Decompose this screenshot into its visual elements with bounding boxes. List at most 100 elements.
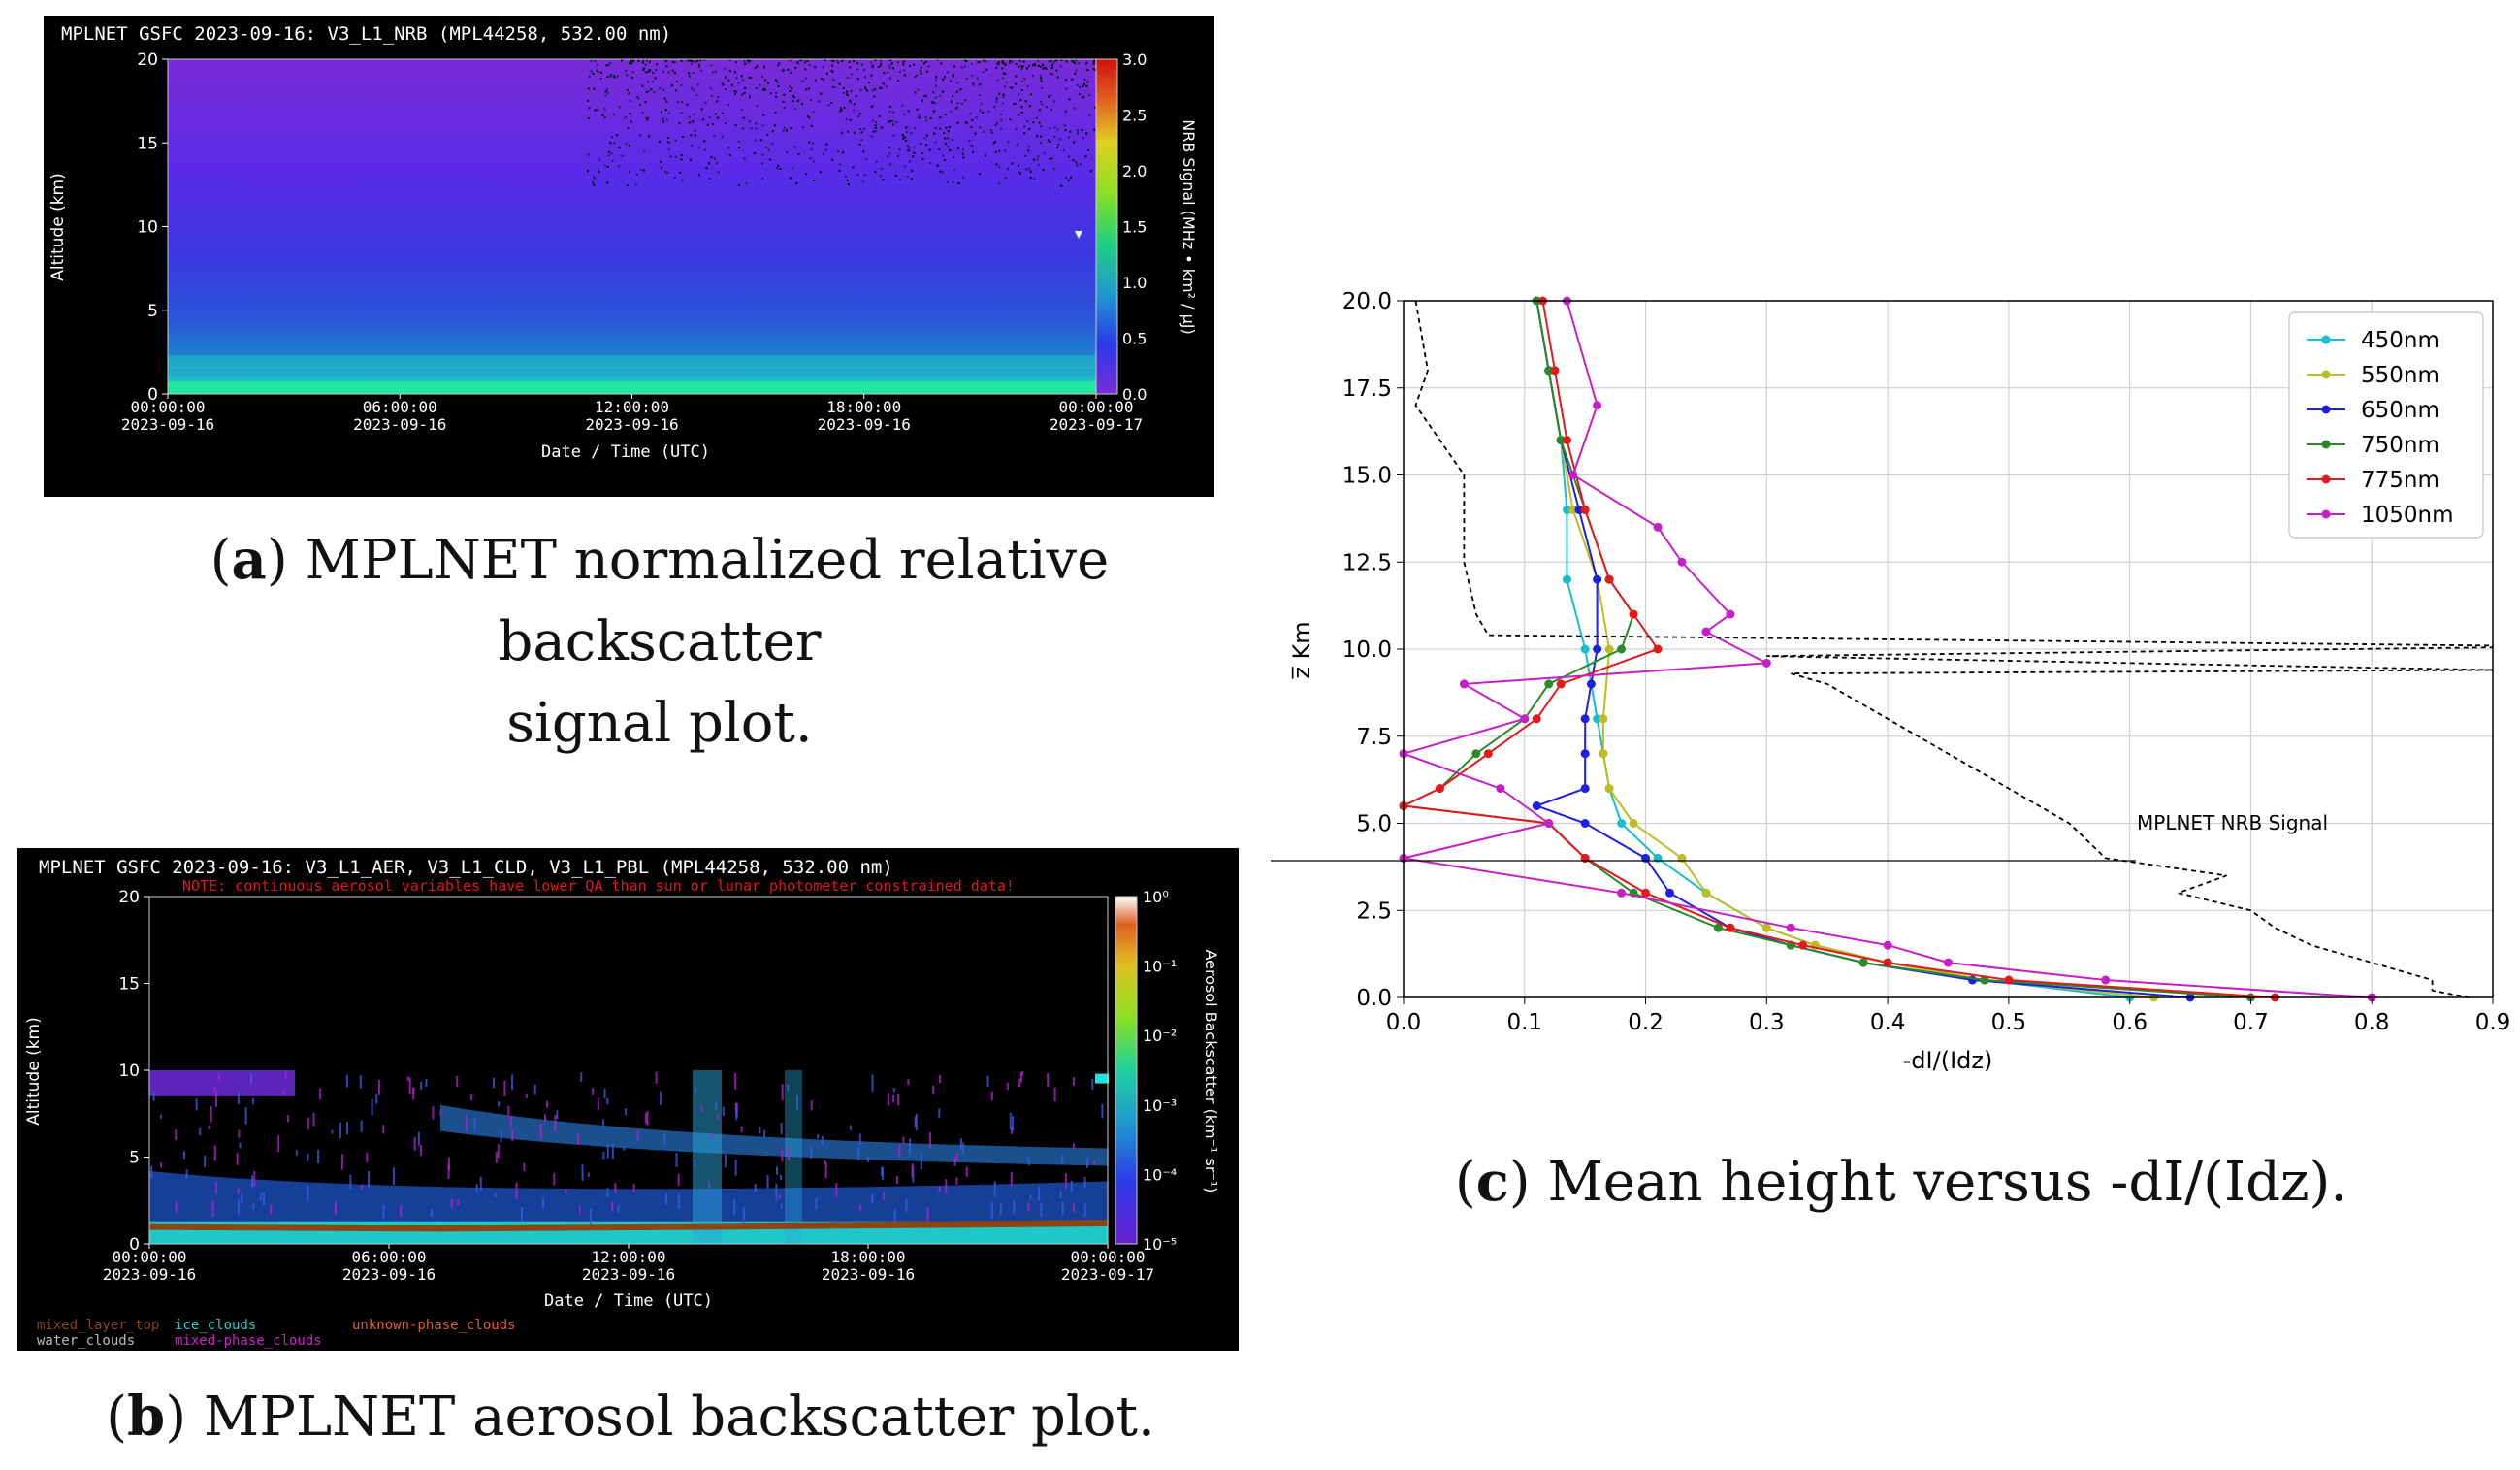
series-point-775nm xyxy=(1532,714,1541,724)
chart-yticks: 0.0 2.5 5.0 7.5 10.0 12.5 15.0 17.5 20.0 xyxy=(1342,289,1404,1011)
caption-c: (c) Mean height versus -dI/(Idz). xyxy=(1454,1150,2348,1214)
series-point-1050nm xyxy=(1761,658,1771,668)
series-point-1050nm xyxy=(1653,522,1663,532)
legend-ice-clouds: ice_clouds xyxy=(175,1318,256,1333)
aer-title: MPLNET GSFC 2023-09-16: V3_L1_AER, V3_L1… xyxy=(39,857,893,878)
series-line-775nm xyxy=(1400,300,2276,998)
series-point-450nm xyxy=(1562,505,1571,514)
aer-xtick-time: 00:00:00 xyxy=(1070,1248,1145,1266)
caption-b-text: MPLNET aerosol backscatter plot. xyxy=(186,1386,1155,1449)
aer-ytick-label: 15 xyxy=(118,975,140,995)
aer-xtick-date: 2023-09-17 xyxy=(1061,1265,1154,1284)
series-point-1050nm xyxy=(1677,557,1687,567)
nrb-signal-plot: MPLNET GSFC 2023-09-16: V3_L1_NRB (MPL44… xyxy=(44,16,1214,497)
series-point-1050nm xyxy=(1568,471,1578,479)
series-point-650nm xyxy=(1593,574,1602,584)
caption-a-letter: a xyxy=(231,528,267,592)
series-point-550nm xyxy=(1604,784,1614,794)
chart-xlabel: -dI/(Idz) xyxy=(1903,1047,1993,1074)
nrb-colorbar-label: NRB Signal (MHz • km² / μJ) xyxy=(1179,119,1198,334)
aerosol-backscatter-plot: MPLNET GSFC 2023-09-16: V3_L1_AER, V3_L1… xyxy=(17,848,1239,1351)
chart-xtick-label: 0.6 xyxy=(2112,1010,2148,1035)
nrb-colorbar-tick: 0.0 xyxy=(1122,385,1147,404)
legend-label: 750nm xyxy=(2361,433,2439,458)
series-point-1050nm xyxy=(1786,923,1795,932)
nrb-colorbar-tick: 2.5 xyxy=(1122,107,1147,125)
series-point-775nm xyxy=(1629,609,1638,619)
chart-ytick-label: 17.5 xyxy=(1342,376,1392,402)
annotation-nrb: MPLNET NRB Signal xyxy=(2137,811,2328,834)
series-point-450nm xyxy=(1580,644,1590,654)
nrb-noise-speckle xyxy=(168,59,1097,394)
chart-ytick-label: 5.0 xyxy=(1356,812,1392,837)
series-point-1050nm xyxy=(1726,609,1735,619)
series-point-1050nm xyxy=(1459,679,1469,689)
aer-aerosol-layers xyxy=(148,1070,1109,1244)
series-point-1050nm xyxy=(1520,714,1530,724)
series-point-750nm xyxy=(1544,679,1554,689)
series-point-750nm xyxy=(1858,958,1868,967)
aer-ytick-label: 20 xyxy=(118,888,140,907)
series-point-550nm xyxy=(1761,923,1771,932)
aer-colorbar-tick: 10⁰ xyxy=(1143,888,1169,906)
chart-xtick-label: 0.0 xyxy=(1386,1010,1422,1035)
series-point-1050nm xyxy=(1544,819,1554,828)
chart-xtick-label: 0.5 xyxy=(1991,1010,2027,1035)
legend-label: 450nm xyxy=(2361,328,2439,353)
series-point-450nm xyxy=(1617,819,1627,828)
chart-xtick-label: 0.3 xyxy=(1749,1010,1785,1035)
caption-a-line2: signal plot. xyxy=(506,692,813,755)
series-point-550nm xyxy=(1604,644,1614,654)
aer-xtick-date: 2023-09-16 xyxy=(103,1265,196,1284)
series-point-650nm xyxy=(1580,784,1590,794)
series-point-650nm xyxy=(1593,644,1602,654)
aer-colorbar xyxy=(1115,896,1138,1245)
caption-b: (b) MPLNET aerosol backscatter plot. xyxy=(106,1385,1155,1449)
chart-legend: 450nm 550nm 650nm 750nm 775nm 1050nm xyxy=(2288,311,2484,539)
nrb-xtick-time: 00:00:00 xyxy=(1058,398,1133,416)
series-point-1050nm xyxy=(1496,784,1505,794)
nrb-ytick-label: 10 xyxy=(137,218,158,238)
caption-a-line1: MPLNET normalized relative backscatter xyxy=(287,529,1110,673)
nrb-xlabel: Date / Time (UTC) xyxy=(541,442,710,462)
series-point-750nm xyxy=(1713,923,1723,932)
nrb-colorbar xyxy=(1095,58,1118,395)
series-point-650nm xyxy=(1580,749,1590,759)
chart-xtick-label: 0.4 xyxy=(1870,1010,1906,1035)
series-point-775nm xyxy=(1726,923,1735,932)
nrb-xtick-time: 00:00:00 xyxy=(130,398,205,416)
series-point-775nm xyxy=(1798,940,1808,950)
nrb-title: MPLNET GSFC 2023-09-16: V3_L1_NRB (MPL44… xyxy=(61,23,671,45)
aer-xtick-time: 00:00:00 xyxy=(112,1248,186,1266)
nrb-colorbar-tick: 2.0 xyxy=(1122,162,1147,180)
nrb-xtick-date: 2023-09-16 xyxy=(121,415,214,434)
series-point-775nm xyxy=(1556,679,1566,689)
chart-xtick-label: 0.1 xyxy=(1506,1010,1542,1035)
legend-water-clouds: water_clouds xyxy=(37,1333,135,1349)
chart-xticks: 0.0 0.1 0.2 0.3 0.4 0.5 0.6 0.7 0.8 0.9 xyxy=(1386,997,2510,1035)
aer-colorbar-label: Aerosol Backscatter (km⁻¹ sr⁻¹) xyxy=(1202,949,1220,1192)
chart-ylabel: z̅ Km xyxy=(1288,621,1315,679)
caption-c-letter: c xyxy=(1475,1150,1509,1214)
series-point-775nm xyxy=(2004,975,2014,985)
mean-height-chart: 0.0 0.1 0.2 0.3 0.4 0.5 0.6 0.7 0.8 0.9 0.0 2.5 5.0… xyxy=(1271,289,2510,1074)
chart-ytick-label: 2.5 xyxy=(1356,898,1392,924)
caption-c-text: Mean height versus -dI/(Idz). xyxy=(1530,1151,2348,1214)
series-point-1050nm xyxy=(1617,888,1627,898)
series-point-1050nm xyxy=(2101,975,2111,985)
nrb-ytick-label: 15 xyxy=(137,134,158,153)
series-line-1050nm xyxy=(1400,300,2373,998)
nrb-ylabel: Altitude (km) xyxy=(48,173,68,281)
legend-label: 1050nm xyxy=(2361,503,2454,528)
aer-xtick-date: 2023-09-16 xyxy=(582,1265,675,1284)
series-point-650nm xyxy=(1532,801,1541,811)
aer-yticks: 20 15 10 5 0 xyxy=(118,888,149,1255)
legend-label: 650nm xyxy=(2361,398,2439,423)
nrb-colorbar-tick: 0.5 xyxy=(1122,330,1147,348)
chart-ytick-label: 15.0 xyxy=(1342,464,1392,489)
aer-xtick-date: 2023-09-16 xyxy=(342,1265,436,1284)
nrb-ytick-label: 20 xyxy=(137,50,158,70)
nrb-xtick-time: 06:00:00 xyxy=(363,398,437,416)
chart-ytick-label: 12.5 xyxy=(1342,550,1392,575)
series-point-650nm xyxy=(1586,679,1596,689)
